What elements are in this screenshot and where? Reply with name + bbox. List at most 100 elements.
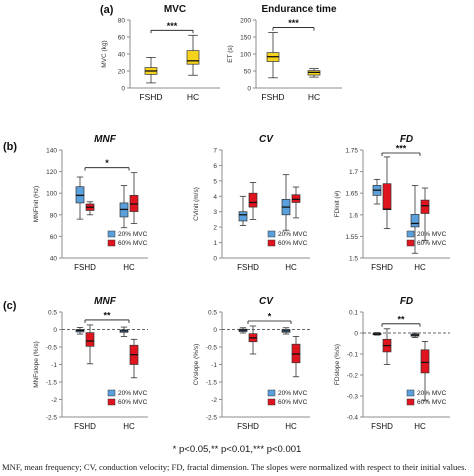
panel-8-category-label: FSHD [371, 422, 393, 431]
panel-3-category-label: FSHD [74, 263, 96, 272]
panel-1-ytick-label: 0 [121, 86, 125, 93]
panel-8-ytick-label: -0.2 [347, 373, 359, 380]
panel-8-legend-swatch [406, 389, 415, 397]
panel-5-title: FD [400, 134, 413, 145]
panel-5-legend-swatch [406, 239, 415, 247]
panel-1-significance-mark: *** [167, 21, 178, 31]
panel-7-legend-swatch [267, 398, 276, 406]
panel-7-significance-mark: * [268, 312, 272, 322]
panel-5-legend-label: 20% MVC [417, 231, 447, 238]
panel-2-significance-mark: *** [288, 18, 299, 28]
panel-8-ytick-label: -0.1 [347, 352, 359, 359]
panel-7-ytick-label: -1.5 [206, 380, 218, 387]
panel-4-legend-swatch [267, 230, 276, 238]
panel-6-s2-fshd-box [85, 332, 95, 347]
panel-3-title: MNF [94, 134, 117, 145]
panel-1-panel-label: (a) [100, 4, 114, 16]
panel-4-ytick-label: 1 [213, 240, 217, 247]
panel-2-ytick-label: 150 [240, 35, 251, 42]
panel-4-ytick-label: 7 [213, 148, 217, 155]
panel-5-ylabel: FDinit (#) [334, 191, 341, 218]
panel-3-legend-swatch [107, 230, 116, 238]
panel-4-ytick-label: 4 [213, 194, 217, 201]
panel-6-ytick-label: -2.5 [46, 415, 58, 422]
panel-6-ytick-label: -1 [51, 362, 57, 369]
panel-7-title: CV [259, 296, 274, 307]
panel-8-legend-label: 60% MVC [417, 399, 447, 406]
panel-7-ytick-label: -0.5 [206, 345, 218, 352]
panel-3-legend-swatch [107, 239, 116, 247]
panel-2-ytick-label: 50 [244, 69, 252, 76]
panel-5-legend-swatch [406, 230, 415, 238]
panel-6-legend-swatch [107, 398, 116, 406]
panel-5-ytick-label: 1.5 [349, 256, 358, 263]
panel-2-ytick-label: 0 [247, 86, 251, 93]
panel-7-category-label: FSHD [237, 422, 259, 431]
panel-2-category-label: FSHD [261, 92, 284, 102]
panel-1-ytick-label: 40 [118, 52, 126, 59]
panel-6-ytick-label: 0 [53, 327, 57, 334]
panel-4-s2-fshd-box [248, 192, 258, 208]
panel-7-ytick-label: -2.5 [206, 415, 218, 422]
panel-6-legend-swatch [107, 389, 116, 397]
panel-8-title: FD [400, 296, 413, 307]
panel-2-title: Endurance time [261, 4, 336, 15]
panel-7-legend-label: 60% MVC [278, 399, 308, 406]
panel-6-panel-label: (c) [3, 300, 17, 312]
panel-3-ytick-label: 60 [50, 234, 58, 241]
panel-1-s1-hc-box [186, 50, 200, 65]
panel-6-ytick-label: -1.5 [46, 380, 58, 387]
panel-6-ytick-label: -0.5 [46, 345, 58, 352]
panel-4-ylabel: CVinit (m/s) [193, 187, 200, 221]
panel-1-ytick-label: 80 [118, 18, 126, 25]
panel-6-category-label: HC [123, 422, 135, 431]
panel-8-significance-mark: ** [397, 314, 405, 324]
panel-1-ytick-label: 60 [118, 35, 126, 42]
panel-5-significance-mark: *** [396, 144, 407, 154]
panel-4-ytick-label: 6 [213, 163, 217, 170]
panel-5-legend-label: 60% MVC [417, 240, 447, 247]
figure-caption: MNF, mean frequency; CV, conduction velo… [2, 462, 467, 472]
panel-3-ytick-label: 140 [46, 148, 57, 155]
panel-7-ytick-label: 0.5 [208, 310, 217, 317]
panel-4-legend-swatch [267, 239, 276, 247]
panel-8-ylabel: FDslope (%/s) [334, 344, 341, 385]
panel-5-s2-fshd-box [382, 183, 392, 210]
panel-3-ytick-label: 100 [46, 191, 57, 198]
panel-4-category-label: HC [285, 263, 297, 272]
panel-5-category-label: HC [414, 263, 426, 272]
panel-6-ytick-label: 0.5 [48, 310, 57, 317]
panel-4-s1-fshd-box [238, 211, 248, 222]
panel-5-ytick-label: 1.7 [349, 169, 358, 176]
significance-legend: * p<0.05,** p<0.01,*** p<0.001 [172, 444, 302, 455]
panel-8-ytick-label: -0.3 [347, 394, 359, 401]
panel-5-ytick-label: 1.55 [345, 234, 358, 241]
panel-2-ytick-label: 100 [240, 52, 251, 59]
panel-6-legend-label: 20% MVC [118, 390, 148, 397]
panel-4-s2-hc-box [291, 194, 301, 203]
panel-6-ylabel: MNFslope (%/s) [33, 341, 40, 388]
panel-8-category-label: HC [414, 422, 426, 431]
panel-5-category-label: FSHD [371, 263, 393, 272]
panel-4-ytick-label: 3 [213, 209, 217, 216]
panel-2-ylabel: ET (s) [227, 45, 234, 63]
panel-6-legend-label: 60% MVC [118, 399, 148, 406]
panel-8-legend-swatch [406, 398, 415, 406]
panel-7-ylabel: CVslope (%/s) [193, 344, 200, 386]
panel-3-legend-label: 20% MVC [118, 231, 148, 238]
panel-8-ytick-label: -0.4 [347, 415, 359, 422]
panel-8-ytick-label: 0.1 [349, 310, 358, 317]
panel-3-significance-mark: * [105, 158, 109, 168]
panel-3-category-label: HC [123, 263, 135, 272]
panel-1-category-label: FSHD [139, 92, 162, 102]
panel-8-ytick-label: 0 [354, 331, 358, 338]
panel-1-ytick-label: 20 [118, 69, 126, 76]
panel-4-ytick-label: 2 [213, 225, 217, 232]
panel-3-ylabel: MNFinit (Hz) [33, 186, 40, 222]
panel-1-category-label: HC [187, 92, 199, 102]
panel-7-ytick-label: -1 [211, 362, 217, 369]
panel-3-ytick-label: 40 [50, 256, 58, 263]
panel-4-category-label: FSHD [237, 263, 259, 272]
panel-5-s1-hc-box [410, 214, 420, 228]
